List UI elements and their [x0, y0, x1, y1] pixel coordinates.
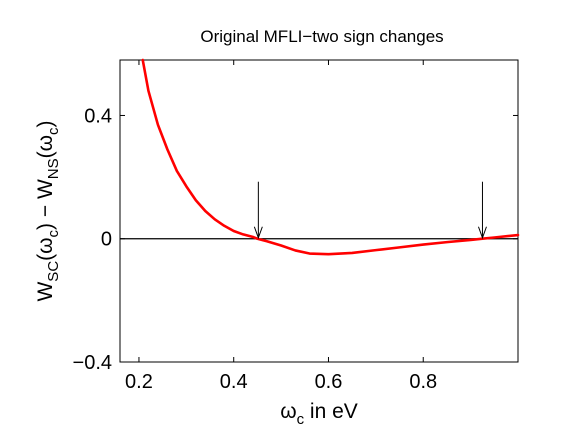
- x-label-sub: c: [297, 411, 305, 428]
- axis-ticks: 0.2 0.4 0.6 0.8 −0.4 0 0.4: [73, 60, 518, 393]
- series-layer: [141, 58, 520, 256]
- y-tick-label: 0: [101, 229, 112, 251]
- x-tick-label: 0.8: [409, 371, 437, 393]
- x-label-rest: in eV: [304, 400, 358, 423]
- y-tick-label: 0.4: [84, 105, 112, 127]
- y-label-part: c: [45, 127, 62, 135]
- y-label-part: W: [34, 282, 57, 302]
- y-label-part: SC: [45, 261, 62, 282]
- y-label-part: c: [45, 229, 62, 237]
- x-label-main: ω: [280, 400, 296, 423]
- y-axis-label: WSC(ωc) − WNS(ωc): [34, 120, 62, 301]
- y-label-part: (ω: [34, 237, 57, 260]
- y-label-part: (ω: [34, 135, 57, 158]
- plot-frame: [119, 59, 519, 363]
- y-label-part: ) − W: [34, 179, 57, 230]
- x-axis-label: ωc in eV: [280, 400, 358, 428]
- x-tick-label: 0.4: [220, 371, 248, 393]
- arrow-head-0: [253, 226, 263, 240]
- series-line-0: [141, 58, 520, 256]
- chart-title: Original MFLI−two sign changes: [200, 27, 443, 46]
- annotation-layer: [253, 181, 487, 240]
- x-tick-label: 0.6: [315, 371, 343, 393]
- y-label-part: ): [34, 120, 57, 127]
- y-tick-label: −0.4: [73, 352, 112, 374]
- y-label-part: NS: [45, 158, 62, 179]
- x-tick-label: 0.2: [125, 371, 153, 393]
- arrow-head-1: [477, 226, 487, 240]
